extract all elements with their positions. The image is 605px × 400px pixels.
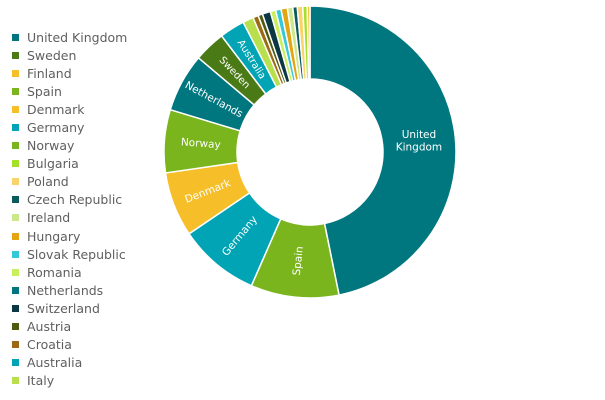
- legend-swatch: [12, 323, 19, 331]
- legend-swatch: [12, 51, 19, 59]
- legend-label: Spain: [27, 83, 62, 99]
- legend-swatch: [12, 268, 19, 276]
- legend-item-denmark: Denmark: [12, 100, 127, 118]
- legend-swatch: [12, 87, 19, 95]
- legend-label: Sweden: [27, 47, 77, 63]
- legend-item-slovak-republic: Slovak Republic: [12, 245, 127, 263]
- legend-item-ireland: Ireland: [12, 209, 127, 227]
- legend-label: Poland: [27, 174, 69, 190]
- legend-item-germany: Germany: [12, 118, 127, 136]
- legend-item-hungary: Hungary: [12, 227, 127, 245]
- legend-label: Denmark: [27, 101, 85, 117]
- legend-swatch: [12, 232, 19, 240]
- legend-item-switzerland: Switzerland: [12, 299, 127, 317]
- legend-item-spain: Spain: [12, 82, 127, 100]
- legend-item-romania: Romania: [12, 263, 127, 281]
- legend-swatch: [12, 214, 19, 222]
- legend-label: Netherlands: [27, 282, 104, 298]
- legend-item-australia: Australia: [12, 354, 127, 372]
- legend-item-italy: Italy: [12, 372, 127, 390]
- legend-label: Ireland: [27, 210, 71, 226]
- legend-swatch: [12, 250, 19, 258]
- legend-item-croatia: Croatia: [12, 336, 127, 354]
- legend-label: United Kingdom: [27, 29, 128, 45]
- slice-label-spain: Spain: [291, 246, 306, 276]
- legend-item-bulgaria: Bulgaria: [12, 155, 127, 173]
- legend-swatch: [12, 33, 19, 41]
- legend-swatch: [12, 286, 19, 294]
- legend-label: Switzerland: [27, 300, 100, 316]
- legend-item-poland: Poland: [12, 173, 127, 191]
- legend-swatch: [12, 124, 19, 132]
- legend-item-netherlands: Netherlands: [12, 281, 127, 299]
- legend-label: Czech Republic: [27, 192, 123, 208]
- chart-legend: United Kingdom Sweden Finland Spain Denmark G…: [12, 28, 127, 390]
- legend-swatch: [12, 142, 19, 150]
- legend-label: Germany: [27, 120, 85, 136]
- legend-swatch: [12, 304, 19, 312]
- slice-label-norway: Norway: [180, 136, 221, 151]
- legend-label: Australia: [27, 355, 83, 371]
- legend-label: Italy: [27, 373, 55, 389]
- legend-item-finland: Finland: [12, 64, 127, 82]
- legend-item-united-kingdom: United Kingdom: [12, 28, 127, 46]
- legend-label: Norway: [27, 138, 75, 154]
- legend-swatch: [12, 341, 19, 349]
- legend-item-sweden: Sweden: [12, 46, 127, 64]
- slice-united-kingdom: [309, 5, 457, 296]
- legend-label: Hungary: [27, 228, 81, 244]
- legend-label: Slovak Republic: [27, 246, 126, 262]
- legend-label: Bulgaria: [27, 156, 79, 172]
- legend-item-norway: Norway: [12, 137, 127, 155]
- slice-finland: [306, 5, 311, 80]
- legend-swatch: [12, 178, 19, 186]
- legend-label: Finland: [27, 65, 72, 81]
- legend-label: Romania: [27, 264, 82, 280]
- legend-item-czech-republic: Czech Republic: [12, 191, 127, 209]
- legend-swatch: [12, 377, 19, 385]
- legend-swatch: [12, 105, 19, 113]
- legend-swatch: [12, 160, 19, 168]
- legend-label: Croatia: [27, 337, 72, 353]
- legend-swatch: [12, 69, 19, 77]
- legend-swatch: [12, 196, 19, 204]
- legend-item-austria: Austria: [12, 318, 127, 336]
- legend-swatch: [12, 359, 19, 367]
- slice-label-united-kingdom: United Kingdom: [396, 129, 442, 154]
- legend-label: Austria: [27, 319, 72, 335]
